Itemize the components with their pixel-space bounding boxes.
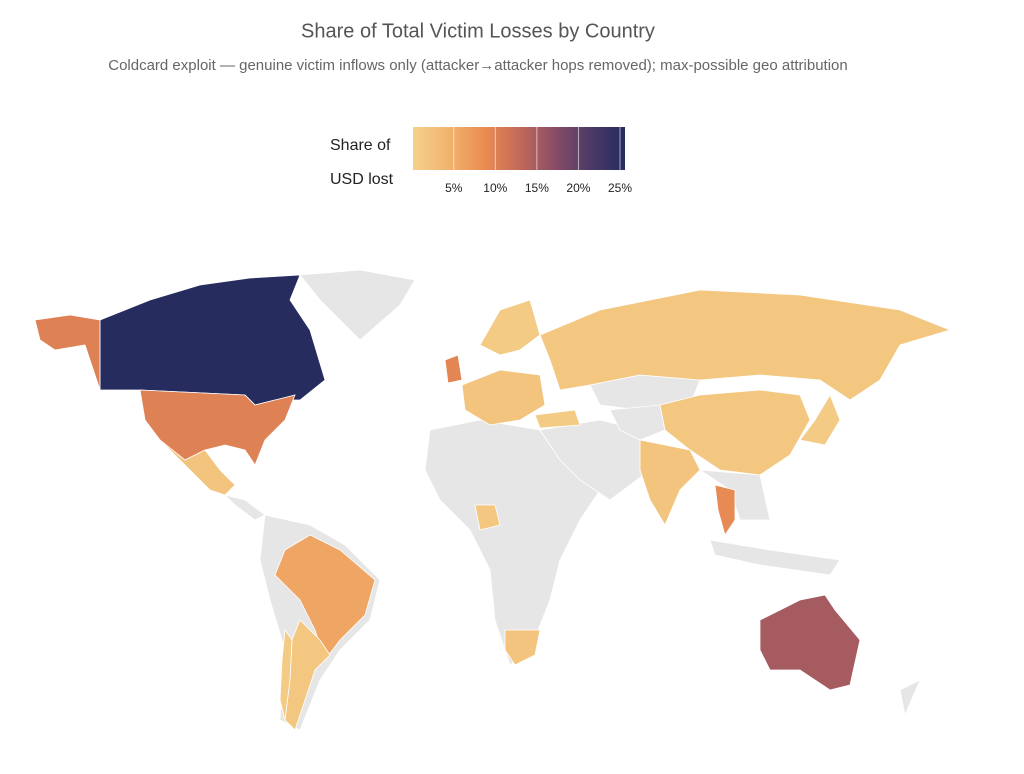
map: [34, 269, 952, 731]
country: [274, 534, 376, 661]
colorbar-tick-label: 15%: [525, 181, 549, 195]
country: [279, 628, 293, 721]
country: [223, 494, 266, 521]
country: [534, 409, 581, 429]
country: [609, 404, 666, 441]
colorbar-tick-label: 20%: [566, 181, 590, 195]
country: [714, 484, 736, 536]
country: [659, 389, 811, 476]
colorbar-title: USD lost: [330, 171, 394, 188]
country: [299, 269, 416, 341]
colorbar-tick-label: 25%: [608, 181, 632, 195]
country: [99, 274, 326, 406]
country: [899, 679, 921, 717]
colorbar-title: Share of: [330, 137, 391, 154]
country: [461, 369, 546, 426]
country: [139, 389, 296, 466]
country: [479, 299, 541, 356]
chart-title: Share of Total Victim Losses by Country: [301, 20, 655, 42]
country: [159, 439, 236, 496]
country: [504, 629, 541, 666]
country: [799, 394, 841, 446]
country: [709, 539, 841, 576]
country: [539, 289, 952, 401]
country: [539, 419, 651, 501]
colorbar-tick-label: 10%: [483, 181, 507, 195]
chart-subtitle: Coldcard exploit — genuine victim inflow…: [108, 57, 848, 74]
country: [444, 354, 463, 384]
country: [639, 439, 701, 526]
colorbar: [413, 127, 625, 170]
country: [474, 504, 501, 531]
country: [759, 594, 861, 691]
colorbar-tick-label: 5%: [445, 181, 463, 195]
country: [34, 314, 101, 391]
